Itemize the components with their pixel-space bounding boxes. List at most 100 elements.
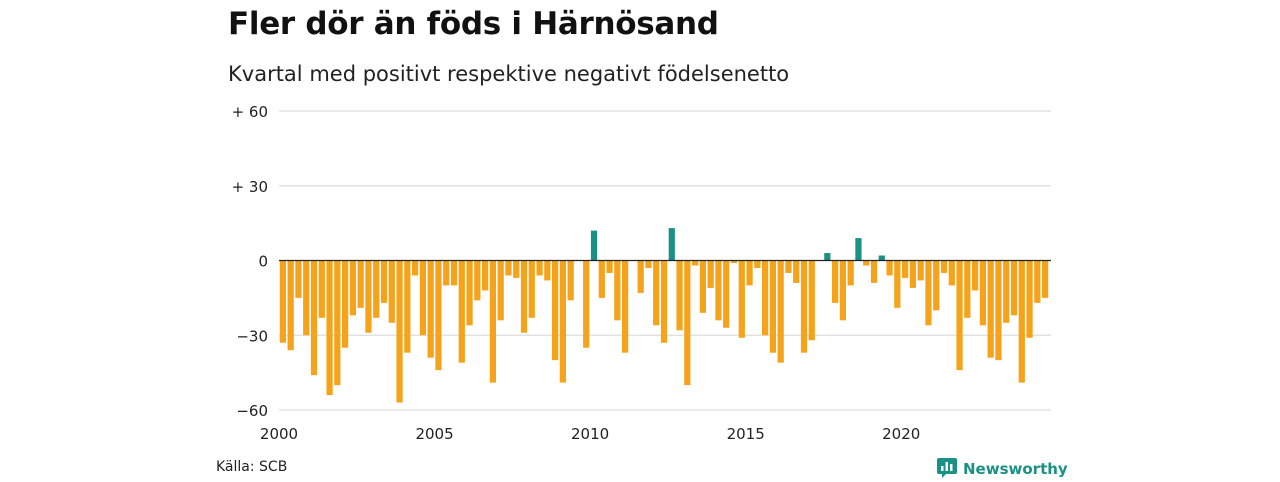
bar xyxy=(676,260,683,331)
bar xyxy=(785,260,792,273)
bar xyxy=(699,260,706,313)
bar xyxy=(987,260,994,358)
bar xyxy=(808,260,815,341)
bar xyxy=(365,260,372,333)
bar xyxy=(863,260,870,266)
bar xyxy=(528,260,535,318)
y-tick-label: −60 xyxy=(236,402,268,420)
bar xyxy=(552,260,559,361)
bar xyxy=(435,260,442,371)
bar xyxy=(637,260,644,293)
bar xyxy=(917,260,924,281)
y-tick-label: + 30 xyxy=(232,178,268,196)
bar xyxy=(342,260,349,348)
bar xyxy=(380,260,388,303)
bar xyxy=(940,260,948,273)
bar xyxy=(497,260,504,321)
bar xyxy=(824,253,831,261)
bar xyxy=(692,260,699,266)
bar xyxy=(832,260,839,303)
bar xyxy=(777,260,784,363)
bar xyxy=(684,260,691,386)
bar xyxy=(707,260,714,288)
bar-chart-icon xyxy=(937,456,957,482)
bar xyxy=(1042,260,1049,298)
bar xyxy=(979,260,986,326)
bar xyxy=(847,260,854,286)
bar xyxy=(754,260,761,268)
bar xyxy=(653,260,660,326)
bar xyxy=(762,260,769,336)
bar xyxy=(583,260,590,348)
bar xyxy=(303,260,310,336)
chart-subtitle: Kvartal med positivt respektive negativt… xyxy=(228,62,790,86)
chart-title: Fler dör än föds i Härnösand xyxy=(228,6,719,42)
x-tick-label: 2010 xyxy=(571,425,609,443)
bar xyxy=(956,260,963,371)
bar xyxy=(279,260,286,343)
bar xyxy=(723,260,730,328)
bar xyxy=(878,255,885,261)
bar xyxy=(388,260,395,323)
bar xyxy=(559,260,566,383)
y-tick-label: + 60 xyxy=(232,103,268,121)
bar xyxy=(1018,260,1025,383)
bar xyxy=(287,260,294,351)
bar xyxy=(660,260,668,343)
bar xyxy=(793,260,800,283)
bar xyxy=(870,260,878,283)
bar xyxy=(730,260,738,263)
bar xyxy=(334,260,341,386)
bar xyxy=(1034,260,1041,303)
bar xyxy=(412,260,419,276)
bar xyxy=(645,260,652,268)
bar xyxy=(466,260,473,326)
bar xyxy=(1003,260,1010,323)
bar xyxy=(933,260,940,311)
bar xyxy=(474,260,481,301)
bar xyxy=(902,260,909,278)
bar xyxy=(668,228,675,261)
bar xyxy=(443,260,450,286)
bar xyxy=(746,260,753,286)
bar xyxy=(318,260,325,318)
bar xyxy=(513,260,520,278)
bar xyxy=(373,260,380,318)
bar xyxy=(520,260,528,333)
x-tick-label: 2005 xyxy=(415,425,453,443)
bar xyxy=(606,260,613,273)
bar xyxy=(839,260,846,321)
bar xyxy=(855,238,862,261)
bar xyxy=(995,260,1002,361)
bar xyxy=(427,260,434,358)
bar xyxy=(544,260,551,281)
bar xyxy=(894,260,901,308)
bar xyxy=(715,260,722,321)
bar xyxy=(505,260,512,276)
bar xyxy=(964,260,971,318)
bar xyxy=(450,260,458,286)
bar xyxy=(622,260,629,353)
source-note: Källa: SCB xyxy=(216,459,288,475)
bar xyxy=(326,260,333,396)
bar xyxy=(614,260,621,321)
bar xyxy=(536,260,543,276)
brand-name: Newsworthy xyxy=(963,460,1068,478)
bar xyxy=(1010,260,1018,316)
bar xyxy=(925,260,932,326)
bar xyxy=(590,230,598,261)
bar xyxy=(886,260,893,276)
bar xyxy=(972,260,979,291)
bar xyxy=(404,260,411,353)
bar xyxy=(396,260,403,403)
y-axis-ticks: + 60 + 30 0 −30 −60 xyxy=(232,103,268,420)
x-axis-ticks: 2000 2005 2010 2015 2020 xyxy=(260,425,920,443)
bar xyxy=(1026,260,1033,338)
x-tick-label: 2000 xyxy=(260,425,298,443)
bar xyxy=(800,260,808,353)
bar xyxy=(948,260,955,286)
brand-logo[interactable]: Newsworthy xyxy=(937,456,1068,482)
bar xyxy=(482,260,489,291)
bars xyxy=(279,228,1049,403)
bar xyxy=(598,260,605,298)
